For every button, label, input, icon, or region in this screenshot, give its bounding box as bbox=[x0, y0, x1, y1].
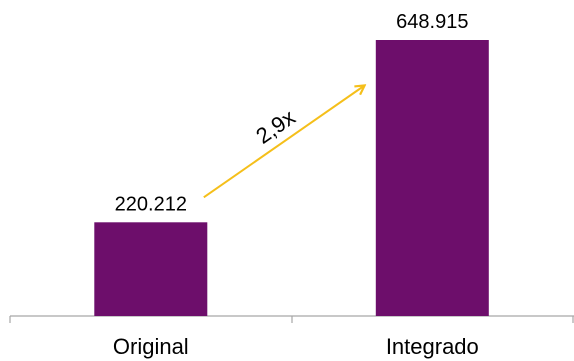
bar-series bbox=[94, 40, 489, 316]
value-labels: 220.212 648.915 bbox=[115, 11, 469, 215]
value-label-integrado: 648.915 bbox=[396, 11, 468, 33]
category-labels: Original Integrado bbox=[113, 334, 479, 359]
bar-integrado bbox=[375, 40, 489, 316]
category-label-integrado: Integrado bbox=[386, 334, 479, 359]
growth-annotation: 2,9x bbox=[203, 86, 364, 199]
growth-multiplier-label: 2,9x bbox=[251, 104, 299, 148]
bar-original bbox=[94, 222, 208, 316]
category-label-original: Original bbox=[113, 334, 189, 359]
growth-arrow bbox=[203, 86, 364, 199]
value-label-original: 220.212 bbox=[115, 193, 187, 215]
x-axis bbox=[9, 315, 574, 323]
